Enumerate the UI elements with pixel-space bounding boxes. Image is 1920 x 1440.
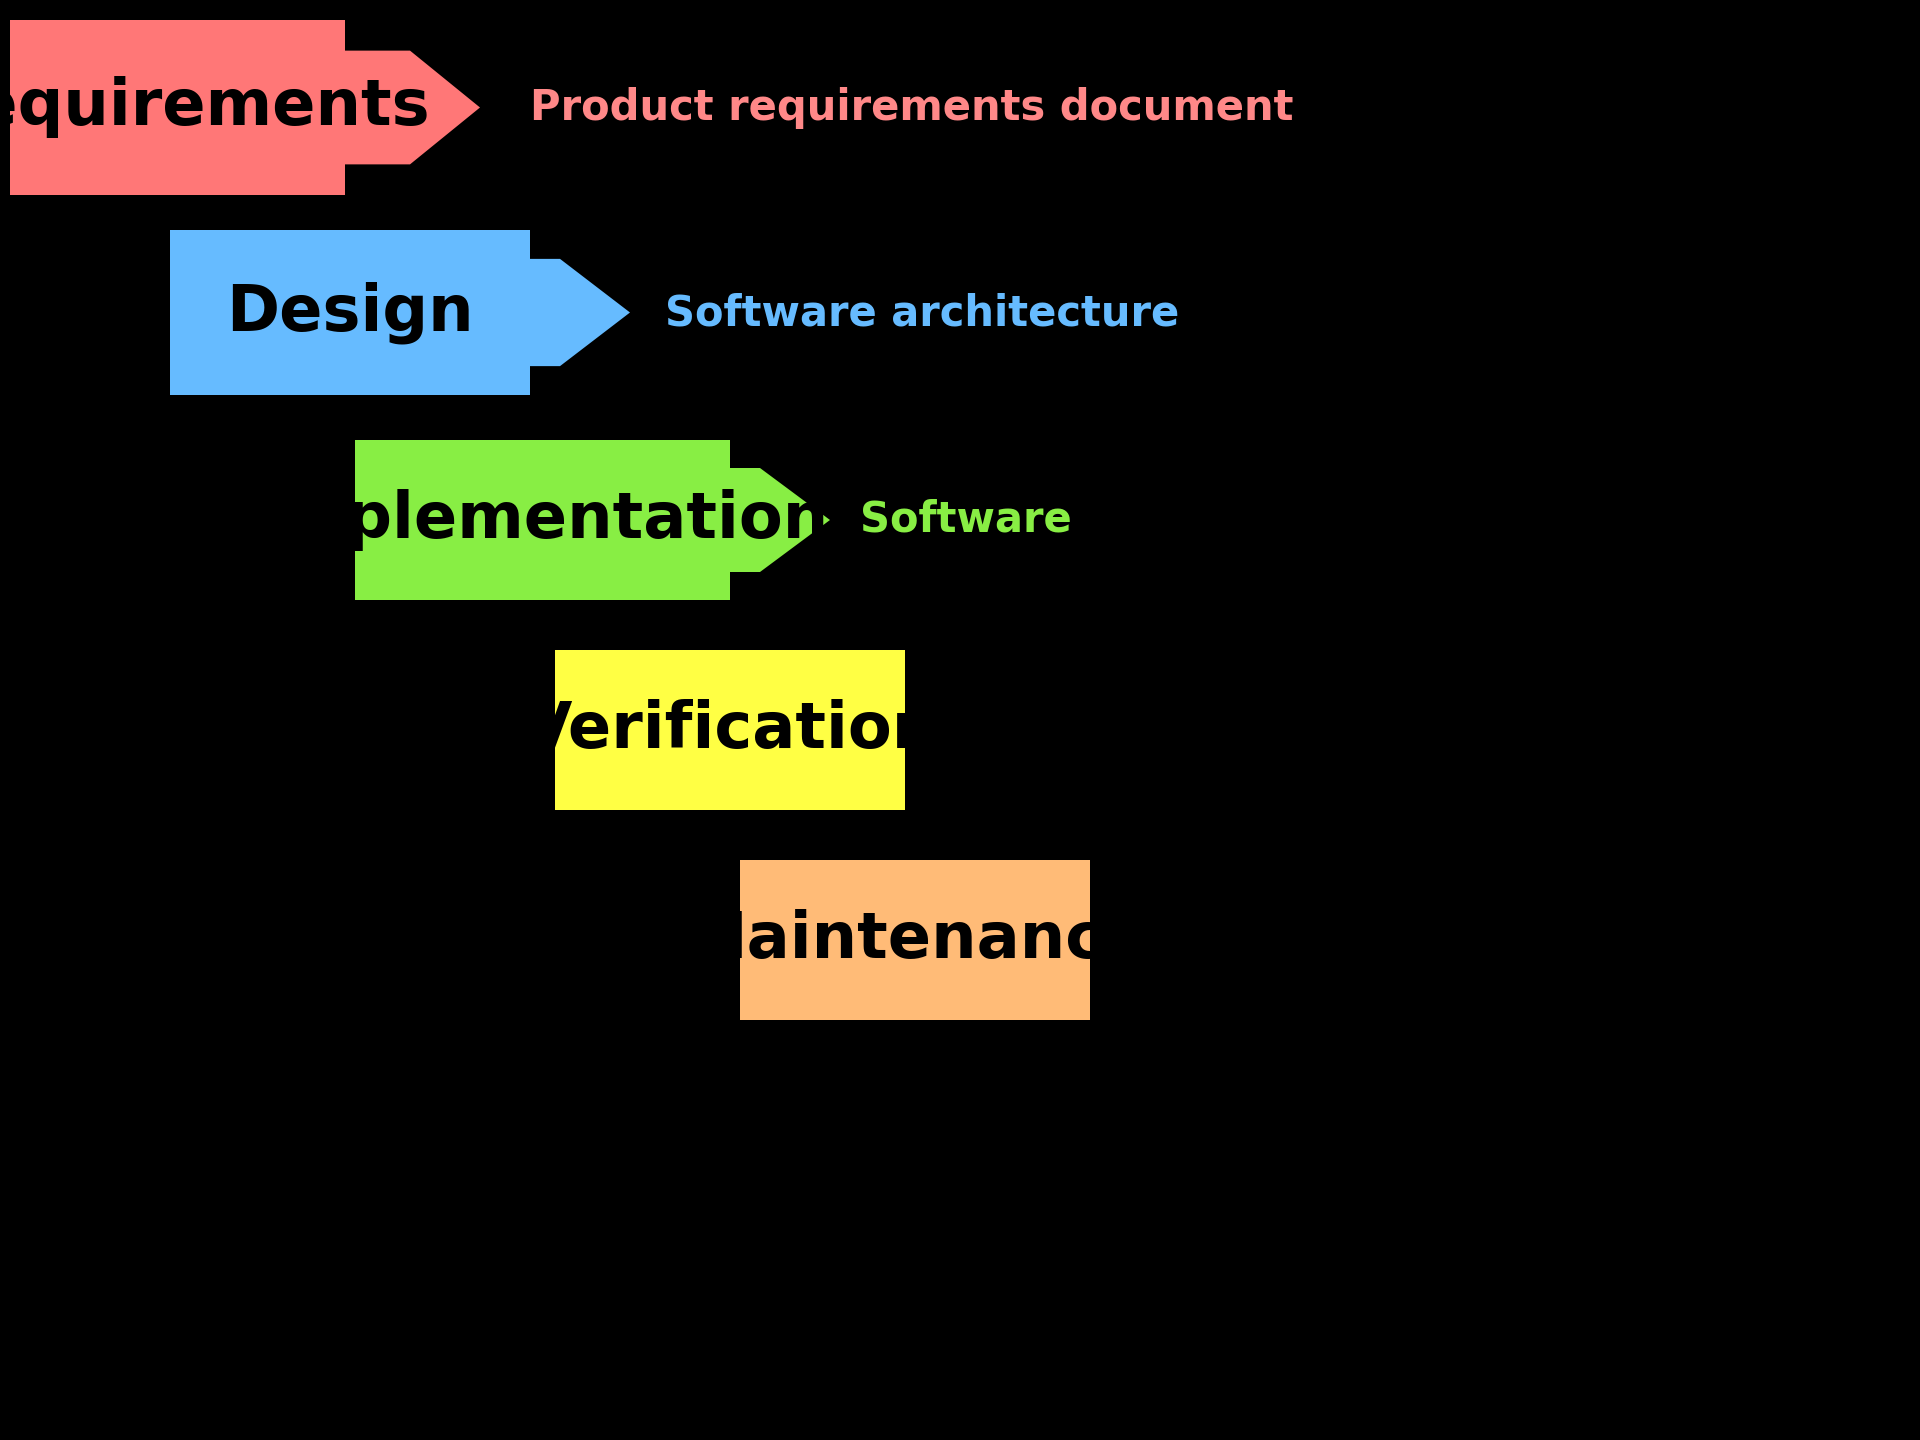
- FancyBboxPatch shape: [10, 20, 346, 194]
- Text: Implementation: Implementation: [257, 490, 829, 552]
- FancyBboxPatch shape: [171, 230, 530, 395]
- Text: Verification: Verification: [522, 698, 937, 760]
- FancyBboxPatch shape: [739, 860, 1091, 1020]
- Text: Product requirements document: Product requirements document: [530, 86, 1294, 130]
- Polygon shape: [730, 468, 829, 572]
- FancyBboxPatch shape: [555, 649, 904, 809]
- Text: Requirements: Requirements: [0, 76, 430, 138]
- Text: Design: Design: [227, 281, 474, 344]
- Polygon shape: [346, 50, 480, 164]
- Text: Maintenance: Maintenance: [684, 909, 1146, 971]
- Polygon shape: [530, 259, 630, 366]
- FancyBboxPatch shape: [355, 441, 730, 600]
- Text: Software: Software: [860, 500, 1071, 541]
- Text: Software architecture: Software architecture: [664, 292, 1179, 334]
